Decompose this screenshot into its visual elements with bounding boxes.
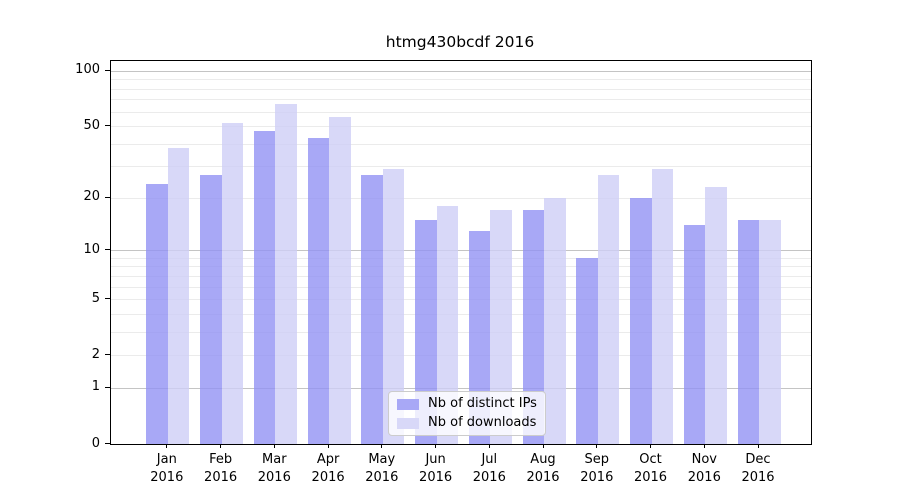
x-tick-oct — [650, 444, 651, 448]
bar-jan-downloads — [167, 147, 190, 444]
plot-area — [110, 60, 812, 445]
minor-gridline-9 — [111, 257, 811, 259]
bar-mar-distinct-ips — [253, 130, 276, 444]
legend-label-downloads: Nb of downloads — [428, 415, 537, 430]
bar-feb-distinct-ips — [200, 174, 222, 444]
minor-gridline-8 — [111, 266, 811, 268]
x-tick-label-oct: Oct 2016 — [633, 452, 668, 485]
bar-jun-downloads — [436, 205, 459, 444]
y-tick-10 — [105, 249, 110, 251]
minor-gridline-90 — [111, 79, 811, 81]
legend-item-downloads: Nb of downloads — [397, 416, 545, 430]
bar-may-distinct-ips — [361, 174, 383, 444]
y-tick-label-5: 5 — [91, 290, 100, 306]
major-gridline-100 — [111, 70, 811, 72]
y-tick-0 — [105, 443, 110, 444]
bar-jul-distinct-ips — [468, 230, 491, 444]
minor-gridline-50 — [111, 126, 811, 127]
legend-item-distinct-ips: Nb of distinct IPs — [397, 397, 545, 411]
minor-gridline-80 — [111, 88, 811, 90]
bar-dec-downloads — [759, 219, 781, 444]
minor-gridline-7 — [111, 275, 811, 277]
x-tick-label-feb: Feb 2016 — [204, 452, 238, 485]
y-tick-label-1: 1 — [91, 379, 100, 395]
x-tick-aug — [542, 444, 544, 448]
x-tick-label-aug: Aug 2016 — [526, 452, 560, 485]
x-tick-mar — [273, 444, 275, 448]
bar-jun-distinct-ips — [415, 219, 437, 444]
y-tick-2 — [105, 354, 110, 356]
y-tick-50 — [105, 125, 110, 126]
bar-jan-distinct-ips — [146, 183, 168, 444]
bar-aug-downloads — [544, 197, 566, 444]
x-tick-label-dec: Dec 2016 — [741, 452, 775, 485]
x-tick-apr — [327, 444, 329, 448]
x-tick-dec — [757, 444, 759, 448]
bar-nov-downloads — [705, 187, 727, 444]
x-tick-jan — [166, 444, 168, 448]
y-tick-label-0: 0 — [91, 435, 100, 451]
x-tick-label-jun: Jun 2016 — [419, 452, 453, 485]
minor-gridline-5 — [111, 299, 811, 301]
x-tick-nov — [703, 444, 705, 448]
legend-label-distinct-ips: Nb of distinct IPs — [428, 396, 537, 411]
y-tick-label-20: 20 — [83, 189, 100, 205]
y-tick-5 — [105, 298, 110, 300]
x-tick-label-apr: Apr 2016 — [311, 452, 345, 485]
bar-apr-downloads — [329, 117, 351, 444]
y-tick-100 — [105, 69, 110, 71]
x-tick-label-may: May 2016 — [365, 452, 399, 485]
major-gridline-1 — [111, 387, 811, 389]
y-tick-20 — [105, 196, 110, 198]
major-gridline-10 — [111, 250, 811, 252]
minor-gridline-6 — [111, 286, 811, 288]
minor-gridline-3 — [111, 331, 811, 333]
minor-gridline-40 — [111, 143, 811, 145]
bar-feb-downloads — [221, 122, 243, 444]
x-tick-label-mar: Mar 2016 — [257, 452, 291, 485]
bar-sep-downloads — [597, 174, 620, 444]
y-tick-label-2: 2 — [91, 346, 100, 362]
chart-title: htmg430bcdf 2016 — [385, 33, 535, 51]
bar-nov-distinct-ips — [683, 225, 706, 444]
x-tick-label-jul: Jul 2016 — [472, 452, 506, 485]
x-tick-jun — [435, 444, 437, 448]
legend-swatch-downloads — [397, 417, 419, 429]
bar-jul-downloads — [490, 210, 512, 444]
x-tick-label-jan: Jan 2016 — [150, 452, 184, 485]
x-tick-label-nov: Nov 2016 — [687, 452, 721, 485]
bar-mar-downloads — [275, 104, 297, 444]
x-tick-may — [381, 444, 383, 448]
bar-may-downloads — [382, 169, 405, 444]
x-tick-sep — [596, 444, 598, 448]
minor-gridline-70 — [111, 99, 811, 101]
y-tick-label-10: 10 — [83, 241, 100, 257]
minor-gridline-4 — [111, 313, 811, 315]
legend-swatch-distinct-ips — [397, 398, 419, 410]
bar-oct-distinct-ips — [630, 197, 652, 444]
y-tick-1 — [105, 386, 110, 388]
bar-sep-distinct-ips — [576, 257, 598, 444]
minor-gridline-60 — [111, 111, 811, 113]
bar-apr-distinct-ips — [307, 138, 330, 444]
x-tick-label-sep: Sep 2016 — [580, 452, 614, 485]
minor-gridline-30 — [111, 166, 811, 168]
legend: Nb of distinct IPs Nb of downloads — [388, 391, 546, 436]
bar-aug-distinct-ips — [522, 210, 545, 444]
minor-gridline-2 — [111, 355, 811, 357]
x-tick-feb — [220, 444, 222, 448]
y-tick-label-100: 100 — [75, 62, 100, 78]
x-tick-jul — [488, 444, 490, 448]
minor-gridline-20 — [111, 197, 811, 199]
y-tick-label-50: 50 — [83, 117, 100, 133]
bar-oct-downloads — [651, 169, 673, 444]
bar-dec-distinct-ips — [737, 219, 759, 444]
